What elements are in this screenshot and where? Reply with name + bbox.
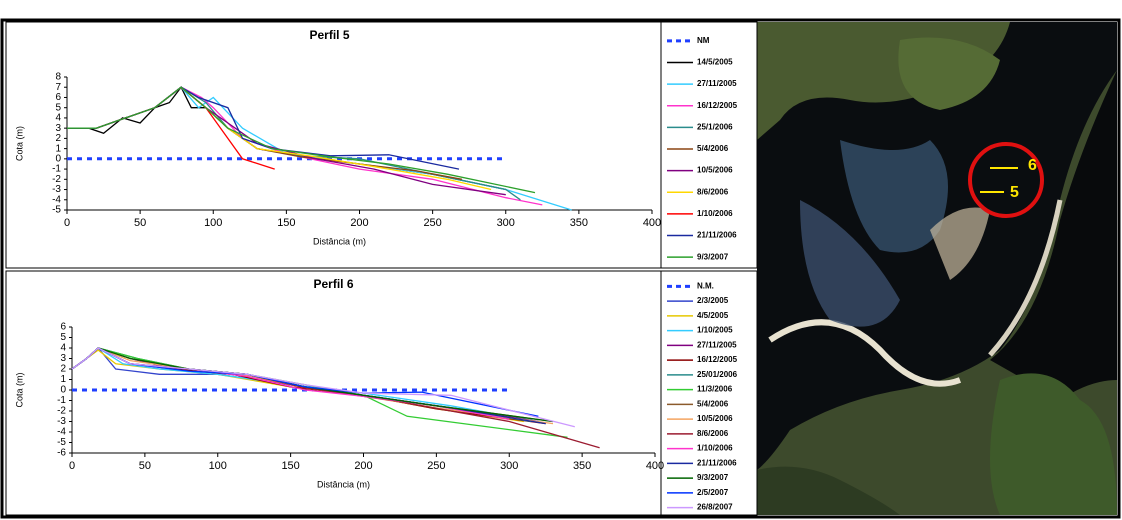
legend-label: 25/01/2006 [697,370,738,379]
x-axis-label: Distância (m) [313,236,366,246]
legend-label: 27/11/2005 [697,340,737,349]
y-tick-label: 3 [60,353,66,364]
x-tick-label: 50 [134,217,146,229]
legend-label: 9/3/2007 [697,473,729,482]
x-tick-label: 350 [570,217,588,229]
x-tick-label: 100 [204,217,222,229]
legend-label: 26/8/2007 [697,503,733,512]
y-tick-label: 1 [60,374,66,385]
y-tick-label: -3 [57,416,66,427]
y-tick-label: -6 [57,448,66,459]
legend-label: 16/12/2005 [697,101,738,110]
legend-label: 1/10/2005 [697,326,733,335]
series-line [67,86,536,194]
satellite-image: 6 5 [757,22,1117,515]
legend-frame [660,21,758,269]
x-axis-label: Distância (m) [317,479,370,489]
x-tick-label: 250 [427,460,445,472]
legend-frame [660,270,758,516]
legend-label: 16/12/2005 [697,355,738,364]
x-tick-label: 400 [646,460,664,472]
y-tick-label: 6 [60,322,66,333]
x-tick-label: 150 [281,460,299,472]
x-tick-label: 250 [423,217,441,229]
legend-label: N.M. [697,281,714,290]
y-tick-label: 5 [55,102,61,113]
y-tick-label: 2 [60,364,66,375]
x-tick-label: 0 [69,460,75,472]
y-tick-label: 4 [55,113,61,124]
x-tick-label: 150 [277,217,295,229]
legend-label: 9/3/2007 [697,252,729,261]
y-tick-label: 8 [55,72,61,83]
y-axis-label: Cota (m) [14,126,24,161]
x-tick-label: 100 [209,460,227,472]
y-axis-label: Cota (m) [14,372,24,407]
y-tick-label: 2 [55,133,61,144]
legend-label: 25/1/2006 [697,122,733,131]
x-tick-label: 200 [350,217,368,229]
y-tick-label: 7 [55,82,61,93]
y-tick-label: 0 [60,385,66,396]
legend-label: 27/11/2005 [697,79,737,88]
y-tick-label: -5 [57,437,66,448]
legend-label: 14/5/2005 [697,58,733,67]
y-tick-label: 1 [55,143,61,154]
legend-label: 2/5/2007 [697,488,729,497]
legend-label: 8/6/2006 [697,429,729,438]
x-tick-label: 0 [64,217,70,229]
y-tick-label: 4 [60,343,66,354]
chart: Perfil 60 50 100 150 200 250 300 350 400-6-5-4-3… [5,270,758,516]
legend-label: 5/4/2006 [697,144,729,153]
legend-label: 5/4/2006 [697,399,729,408]
x-tick-label: 400 [643,217,661,229]
y-tick-label: 5 [60,332,66,343]
y-tick-label: -2 [52,174,61,185]
x-tick-label: 200 [354,460,372,472]
y-tick-label: 3 [55,123,61,134]
legend-label: 4/5/2005 [697,311,729,320]
legend-label: 1/10/2006 [697,444,733,453]
y-tick-label: -2 [57,406,66,417]
chart-frame [5,21,662,269]
x-tick-label: 50 [139,460,151,472]
chart: Perfil 50 50 100 150 200 250 300 350 400-5-4-3-2… [5,21,758,269]
x-tick-label: 350 [573,460,591,472]
legend-label: 1/10/2006 [697,209,733,218]
legend-label: 10/5/2006 [697,166,733,175]
y-tick-label: -1 [52,164,61,175]
y-tick-label: -4 [52,194,61,205]
legend-label: 11/3/2006 [697,385,733,394]
legend-label: NM [697,36,710,45]
legend-label: 8/6/2006 [697,187,729,196]
legend-label: 2/3/2005 [697,296,729,305]
y-tick-label: 0 [55,153,61,164]
y-tick-label: -3 [52,184,61,195]
y-tick-label: -5 [52,205,61,216]
y-tick-label: -4 [57,427,66,438]
x-tick-label: 300 [497,217,515,229]
legend-label: 21/11/2006 [697,231,737,240]
legend-label: 21/11/2006 [697,458,737,467]
map-label: 6 [1028,157,1037,174]
legend-label: 10/5/2006 [697,414,733,423]
x-tick-label: 300 [500,460,518,472]
series-line [71,347,575,428]
y-tick-label: -1 [57,395,66,406]
y-tick-label: 6 [55,92,61,103]
chart-title: Perfil 5 [309,28,349,42]
chart-title: Perfil 6 [313,277,353,291]
map-label: 5 [1010,184,1019,201]
